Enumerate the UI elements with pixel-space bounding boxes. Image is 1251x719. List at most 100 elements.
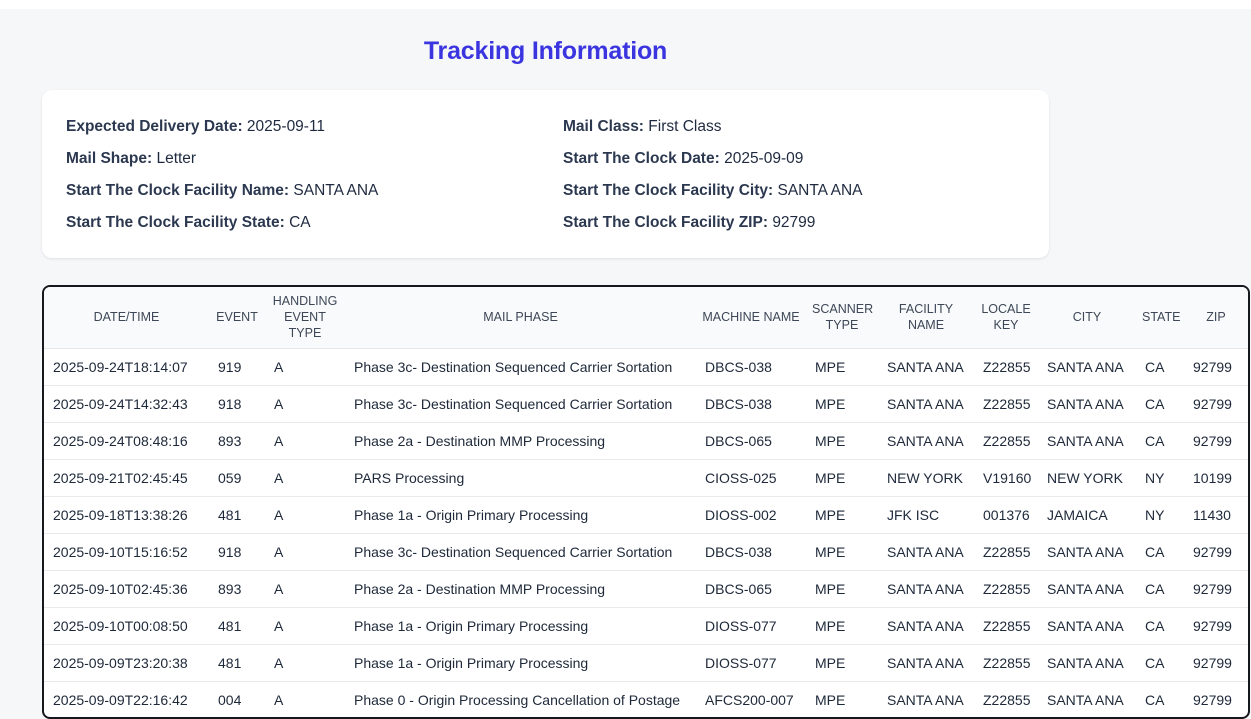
table-cell: 92799 [1184, 348, 1248, 386]
table-cell: CA [1136, 607, 1184, 645]
table-cell: 2025-09-09T23:20:38 [44, 644, 209, 682]
table-cell: SANTA ANA [878, 533, 974, 571]
table-cell: JFK ISC [878, 496, 974, 534]
tracking-table-header: DATE/TIME EVENT HANDLING EVENT TYPE MAIL PH… [44, 287, 1248, 349]
header-row: DATE/TIME EVENT HANDLING EVENT TYPE MAIL PH… [44, 287, 1248, 349]
table-row: 2025-09-10T15:16:52 918 A Phase 3c- Destina… [44, 533, 1248, 571]
column-header: MAIL PHASE [345, 287, 696, 349]
table-cell: V19160 [974, 459, 1038, 497]
table-cell: DIOSS-077 [696, 644, 806, 682]
table-cell: 059 [209, 459, 265, 497]
summary-field-value: 2025-09-09 [724, 150, 804, 167]
table-cell: JAMAICA [1038, 496, 1136, 534]
table-cell: CA [1136, 348, 1184, 386]
table-cell: MPE [806, 459, 878, 497]
table-cell: MPE [815, 691, 846, 708]
table-cell: 92799 [1184, 385, 1248, 423]
table-cell: 11430 [1184, 496, 1248, 534]
table-cell: DBCS-038 [696, 385, 806, 423]
table-cell: CA [1136, 385, 1184, 423]
table-cell: CA [1136, 644, 1184, 682]
table-cell: PARS Processing [345, 459, 696, 497]
table-cell: Z22855 [974, 644, 1038, 682]
table-cell: A [274, 691, 284, 708]
table-cell: 2025-09-24T18:14:07 [44, 348, 209, 386]
table-cell: 481 [209, 496, 265, 534]
table-cell: CA [1145, 691, 1165, 708]
table-cell: A [265, 644, 345, 682]
table-row: 2025-09-09T23:20:38 481 A Phase 1a - Origin… [44, 644, 1248, 682]
table-cell: NEW YORK [878, 459, 974, 497]
table-cell: CA [1136, 570, 1184, 608]
table-cell: Z22855 [974, 607, 1038, 645]
table-cell: Z22855 [974, 385, 1038, 423]
table-cell: 481 [209, 607, 265, 645]
table-cell: Z22855 [974, 570, 1038, 608]
top-strip [0, 0, 1251, 9]
summary-field: Start The Clock Facility State: CA [66, 207, 563, 239]
table-cell: A [265, 570, 345, 608]
summary-field-label: Mail Class: [563, 118, 644, 135]
table-cell: A [265, 348, 345, 386]
table-cell: SANTA ANA [878, 570, 974, 608]
summary-card: Expected Delivery Date: 2025-09-11 Mail C… [42, 90, 1049, 258]
table-cell: SANTA ANA [878, 644, 974, 682]
table-row: 2025-09-24T14:32:43 918 A Phase 3c- Destina… [44, 385, 1248, 423]
column-header: EVENT [209, 287, 265, 349]
table-cell: 2025-09-18T13:38:26 [44, 496, 209, 534]
column-header: SCANNER TYPE [806, 287, 878, 349]
table-cell: 004 [218, 691, 242, 708]
table-cell: A [265, 422, 345, 460]
table-cell: 893 [209, 570, 265, 608]
column-header: DATE/TIME [44, 287, 209, 349]
table-cell: SANTA ANA [1038, 348, 1136, 386]
table-cell: MPE [806, 348, 878, 386]
table-cell: DBCS-065 [696, 570, 806, 608]
summary-field: Mail Class: First Class [563, 111, 1025, 143]
table-cell: A [265, 607, 345, 645]
column-header: FACILITY NAME [878, 287, 974, 349]
summary-field: Expected Delivery Date: 2025-09-11 [66, 111, 563, 143]
table-cell: 92799 [1184, 570, 1248, 608]
table-cell: MPE [806, 644, 878, 682]
table-cell: SANTA ANA [878, 385, 974, 423]
table-row: 2025-09-10T00:08:50 481 A Phase 1a - Origin… [44, 607, 1248, 645]
table-cell: MPE [806, 607, 878, 645]
page-title: Tracking Information [423, 37, 668, 65]
table-cell: 481 [209, 644, 265, 682]
table-cell: DBCS-038 [696, 533, 806, 571]
summary-field-label: Start The Clock Facility Name: [66, 182, 290, 199]
table-cell: DIOSS-002 [696, 496, 806, 534]
table-row: 2025-09-18T13:38:26 481 A Phase 1a - Origin… [44, 496, 1248, 534]
summary-field-value: 92799 [772, 214, 816, 231]
table-cell: 92799 [1184, 422, 1248, 460]
table-cell: 2025-09-24T14:32:43 [44, 385, 209, 423]
column-header: HANDLING EVENT TYPE [265, 287, 345, 349]
summary-field-label: Start The Clock Facility ZIP: [563, 214, 768, 231]
table-cell: Z22855 [983, 691, 1031, 708]
table-cell: CA [1136, 422, 1184, 460]
table-cell: 2025-09-10T00:08:50 [44, 607, 209, 645]
summary-field: Start The Clock Facility ZIP: 92799 [563, 207, 1025, 239]
summary-field-value: SANTA ANA [293, 182, 379, 199]
table-cell: 919 [209, 348, 265, 386]
summary-field-value: CA [289, 214, 311, 231]
table-cell: Phase 1a - Origin Primary Processing [345, 607, 696, 645]
table-cell: AFCS200-007 [705, 691, 794, 708]
table-cell: SANTA ANA [878, 348, 974, 386]
table-cell: A [265, 533, 345, 571]
table-cell: Phase 2a - Destination MMP Processing [345, 570, 696, 608]
summary-field-value: First Class [648, 118, 722, 135]
summary-field-value: Letter [156, 150, 197, 167]
summary-field: Mail Shape: Letter [66, 143, 563, 175]
table-cell: Phase 1a - Origin Primary Processing [345, 644, 696, 682]
table-cell: DIOSS-077 [696, 607, 806, 645]
table-row: 2025-09-10T02:45:36 893 A Phase 2a - Destin… [44, 570, 1248, 608]
table-cell: MPE [806, 533, 878, 571]
table-row: 2025-09-24T18:14:07 919 A Phase 3c- Destina… [44, 348, 1248, 386]
table-cell: NEW YORK [1038, 459, 1136, 497]
table-cell: SANTA ANA [1038, 533, 1136, 571]
table-cell: SANTA ANA [1038, 607, 1136, 645]
summary-field: Start The Clock Facility City: SANTA ANA [563, 175, 1025, 207]
summary-field-label: Expected Delivery Date: [66, 118, 243, 135]
